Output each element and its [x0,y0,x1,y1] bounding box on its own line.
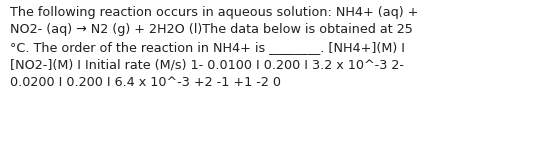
Text: The following reaction occurs in aqueous solution: NH4+ (aq) +
NO2- (aq) → N2 (g: The following reaction occurs in aqueous… [10,6,418,89]
